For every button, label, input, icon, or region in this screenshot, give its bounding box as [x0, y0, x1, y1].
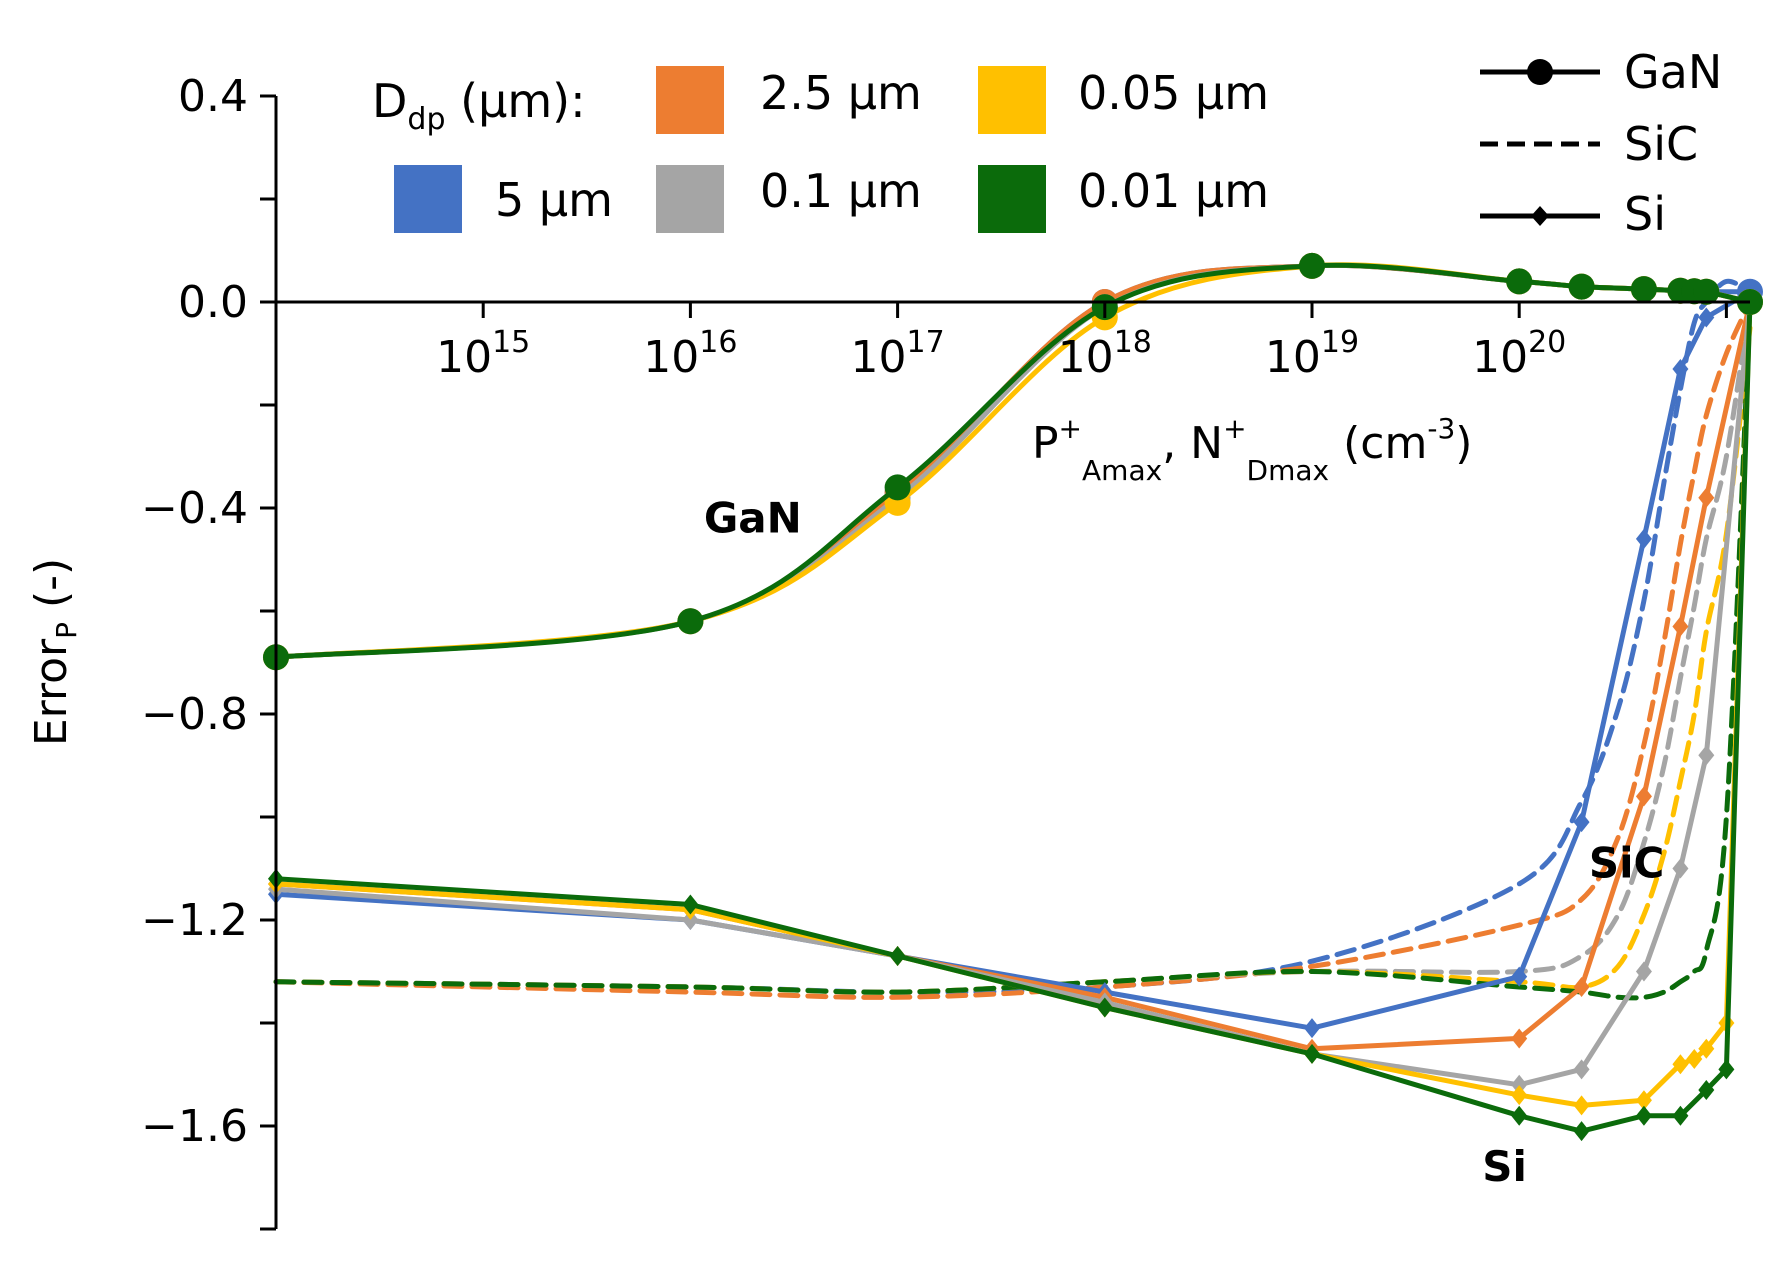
point-si-0p1-um-1 [682, 910, 699, 930]
legend-dp-title: Ddp (µm): [372, 74, 586, 137]
point-si-0p05-um-7 [1635, 1090, 1652, 1111]
point-si-2p5-um-5 [1511, 1028, 1528, 1049]
legend-label-2p5um: 2.5 µm [760, 66, 922, 120]
point-si-0p1-um-5 [1511, 1074, 1528, 1095]
point-si-0p01-um-2 [889, 946, 906, 967]
point-si-2p5-um-6 [1573, 976, 1590, 997]
legend-label-sic: SiC [1624, 117, 1698, 171]
x-tick-label-1: 1016 [643, 325, 737, 383]
series-sic-2p5-um [273, 299, 1753, 1000]
point-si-0p01-um-5 [1511, 1105, 1528, 1126]
x-tick-label-5: 1020 [1472, 325, 1566, 383]
point-si-0p1-um-9 [1698, 745, 1715, 766]
y-tick-label-2: −0.4 [141, 483, 248, 534]
point-si-0p01-um-9 [1698, 1079, 1715, 1100]
annotation-gan: GaN [704, 493, 802, 542]
point-gan-0p01-um-10 [1693, 278, 1720, 305]
point-si-0p05-um-5 [1511, 1085, 1528, 1106]
series-gan-2p5-um [263, 252, 1763, 671]
y-tick-label-1: 0.0 [178, 277, 248, 328]
series-line-si-5-um [273, 289, 1753, 1031]
legend-label-0p1um: 0.1 µm [760, 164, 922, 218]
point-gan-0p01-um-5 [1506, 268, 1533, 295]
point-si-5-um-9 [1698, 307, 1715, 328]
point-si-0p01-um-10 [1718, 1059, 1735, 1080]
y-tick-label-4: −1.2 [141, 895, 248, 946]
series-line-si-0p1-um [273, 299, 1753, 1088]
legend-swatch-0p01um [978, 165, 1046, 233]
point-gan-0p01-um-1 [677, 608, 704, 635]
point-si-0p1-um-7 [1635, 961, 1652, 982]
point-si-0p01-um-3 [1096, 997, 1113, 1018]
series-gan-5-um [263, 252, 1763, 671]
legend-label-5um: 5 µm [495, 173, 613, 227]
axes-layer: 0.4 0.0 −0.4 −0.8 −1.2 −1.6 1015 1016 1017 1018 10… [141, 71, 1750, 1231]
y-tick-label-3: −0.8 [141, 689, 248, 740]
point-si-5-um-5 [1511, 966, 1528, 987]
legend-material: GaN SiC Si [1480, 45, 1722, 241]
point-si-0p1-um-6 [1573, 1059, 1590, 1080]
series-gan-0p1-um [263, 252, 1763, 671]
legend-swatch-2p5um [656, 66, 724, 134]
x-tick-label-4: 1019 [1265, 325, 1359, 383]
legend-dp: Ddp (µm): 5 µm 2.5 µm 0.1 µm 0.05 µm 0.0… [372, 66, 1269, 233]
series-si-0p01-um [268, 292, 1758, 1142]
series-line-si-0p01-um [273, 299, 1753, 1134]
series-layer [263, 252, 1763, 1142]
legend-swatch-5um [394, 165, 462, 233]
legend-label-0p05um: 0.05 µm [1078, 66, 1269, 120]
point-si-2p5-um-7 [1635, 786, 1652, 807]
point-si-0p01-um-4 [1303, 1043, 1320, 1064]
series-line-gan-0p05-um [273, 262, 1753, 660]
point-si-2p5-um-8 [1672, 616, 1689, 637]
legend-swatch-0p05um [978, 66, 1046, 134]
point-si-5-um-8 [1672, 358, 1689, 379]
point-gan-0p01-um-7 [1630, 276, 1657, 303]
annotation-si: Si [1482, 1142, 1527, 1191]
point-si-0p05-um-8 [1672, 1054, 1689, 1075]
legend-label-si: Si [1624, 187, 1666, 241]
point-si-0p05-um-9 [1686, 1049, 1703, 1070]
point-si-0p05-um-10 [1698, 1038, 1715, 1059]
x-tick-label-2: 1017 [851, 325, 945, 383]
point-si-0p01-um-8 [1672, 1105, 1689, 1126]
point-si-0p1-um-8 [1672, 858, 1689, 879]
series-gan-0p05-um [263, 252, 1763, 671]
x-tick-label-3: 1018 [1058, 325, 1152, 383]
point-gan-0p01-um-2 [884, 474, 911, 501]
legend-label-gan: GaN [1624, 45, 1722, 99]
point-si-5-um-7 [1635, 528, 1652, 549]
point-si-0p01-um-7 [1635, 1105, 1652, 1126]
point-si-0p05-um-6 [1573, 1095, 1590, 1116]
legend-marker-si [1531, 206, 1549, 226]
point-si-2p5-um-9 [1698, 487, 1715, 508]
series-line-si-2p5-um [273, 299, 1753, 1052]
point-gan-0p01-um-4 [1299, 252, 1325, 279]
series-gan-0p01-um [263, 252, 1763, 671]
legend-label-0p01um: 0.01 µm [1078, 164, 1269, 218]
point-si-0p01-um-1 [682, 894, 699, 915]
point-si-5-um-6 [1573, 812, 1590, 833]
point-si-5-um-4 [1303, 1018, 1320, 1039]
series-line-sic-2p5-um [273, 299, 1753, 1000]
legend-swatch-0p1um [656, 165, 724, 233]
y-tick-label-5: −1.6 [141, 1101, 248, 1152]
point-si-0p01-um-6 [1573, 1121, 1590, 1142]
y-tick-label-0: 0.4 [178, 71, 248, 122]
point-gan-0p01-um-6 [1568, 273, 1595, 300]
annotation-sic: SiC [1589, 838, 1664, 887]
x-tick-label-0: 1015 [436, 325, 530, 383]
x-axis-label: P+Amax, N+Dmax (cm-3) [1032, 412, 1472, 487]
legend-marker-gan [1527, 59, 1553, 85]
y-axis-label: ErrorP (-) [26, 558, 83, 746]
